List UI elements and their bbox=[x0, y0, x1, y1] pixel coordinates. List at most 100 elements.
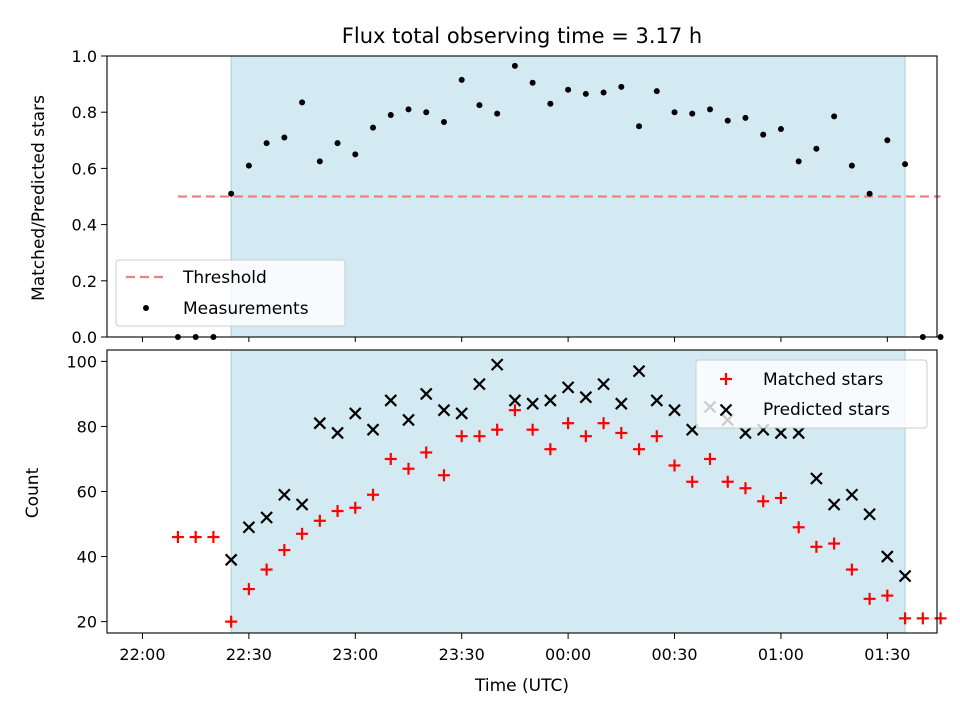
measurement-point bbox=[476, 102, 483, 109]
measurement-point bbox=[831, 113, 838, 120]
matched-star-point bbox=[313, 514, 326, 527]
matched-star-point bbox=[260, 563, 273, 576]
measurement-point bbox=[795, 158, 802, 165]
y-axis-label-count: Count bbox=[23, 467, 43, 518]
measurement-point bbox=[618, 83, 625, 90]
ratio-frame bbox=[106, 55, 938, 338]
x-tick-label: 23:00 bbox=[332, 645, 378, 664]
predicted-star-point bbox=[668, 403, 681, 417]
predicted-star-point bbox=[473, 377, 486, 391]
count-y-tick-label: 40 bbox=[77, 548, 97, 567]
x-tick-label: 01:00 bbox=[758, 645, 804, 664]
predicted-star-point bbox=[739, 426, 752, 440]
y-axis-label-ratio: Matched/Predicted stars bbox=[29, 95, 49, 301]
chart-title: Flux total observing time = 3.17 h bbox=[342, 24, 702, 48]
measurement-point bbox=[494, 110, 501, 117]
predicted-star-point bbox=[898, 569, 912, 583]
count-y-tick-label: 20 bbox=[77, 613, 97, 632]
measurement-point bbox=[724, 117, 731, 124]
measurement-point bbox=[316, 158, 323, 165]
matched-star-point bbox=[579, 430, 592, 443]
measurement-point bbox=[937, 334, 944, 340]
measurement-point bbox=[813, 145, 820, 152]
predicted-legend-label: Predicted stars bbox=[763, 400, 890, 420]
predicted-star-point bbox=[419, 387, 433, 401]
predicted-star-point bbox=[881, 550, 894, 563]
x-tick-label: 00:30 bbox=[651, 645, 697, 664]
measurement-point bbox=[370, 124, 377, 131]
predicted-star-point bbox=[490, 358, 504, 371]
count-legend-frame bbox=[695, 359, 928, 429]
matched-star-point bbox=[774, 492, 787, 505]
measurement-point bbox=[565, 86, 572, 93]
matched-star-point bbox=[899, 612, 912, 625]
matched-star-point bbox=[420, 446, 433, 459]
matched-legend-swatch bbox=[720, 373, 732, 385]
measurement-point bbox=[245, 162, 252, 169]
ratio-y-tick-label: 1.0 bbox=[72, 47, 97, 66]
measurement-point bbox=[689, 110, 696, 117]
predicted-star-point bbox=[349, 407, 362, 420]
predicted-star-point bbox=[402, 413, 415, 427]
matched-star-point bbox=[278, 544, 291, 557]
measurement-point bbox=[334, 140, 341, 147]
measurement-point bbox=[299, 99, 306, 106]
measurement-point bbox=[387, 112, 394, 119]
measurement-point bbox=[440, 119, 447, 126]
matched-star-point bbox=[739, 482, 752, 495]
predicted-star-point bbox=[810, 472, 823, 485]
measurement-point bbox=[352, 151, 359, 158]
ratio-legend: Threshold Measurements bbox=[115, 259, 346, 327]
measurement-point bbox=[848, 162, 855, 169]
matched-star-point bbox=[597, 417, 610, 430]
x-tick-label: 01:30 bbox=[864, 645, 910, 664]
matched-star-point bbox=[810, 540, 823, 553]
predicted-star-point bbox=[278, 488, 291, 502]
measurement-point bbox=[529, 79, 536, 86]
measurement-point bbox=[600, 89, 607, 96]
x-tick-label: 00:00 bbox=[545, 645, 591, 664]
measurements-legend-label: Measurements bbox=[183, 299, 309, 319]
matched-star-point bbox=[757, 495, 770, 508]
matched-star-point bbox=[349, 501, 362, 514]
measurement-point bbox=[902, 161, 909, 168]
predicted-star-point bbox=[561, 381, 575, 394]
predicted-star-point bbox=[632, 364, 646, 378]
matched-star-point bbox=[491, 423, 504, 436]
measurement-point bbox=[636, 123, 643, 130]
matched-star-point bbox=[526, 423, 539, 436]
matched-star-point bbox=[934, 612, 947, 625]
measurement-point bbox=[760, 131, 767, 138]
matched-star-point bbox=[828, 537, 841, 550]
predicted-star-point bbox=[295, 498, 309, 511]
measurement-point bbox=[458, 76, 465, 83]
predicted-star-point bbox=[331, 426, 344, 440]
predicted-star-point bbox=[508, 394, 522, 407]
ratio-y-tick-label: 0.0 bbox=[72, 328, 97, 347]
measurement-point bbox=[405, 106, 412, 113]
count-y-tick-label: 60 bbox=[77, 483, 97, 502]
predicted-star-point bbox=[437, 403, 451, 417]
matched-star-point bbox=[721, 475, 734, 488]
matched-star-point bbox=[384, 452, 397, 465]
predicted-star-point bbox=[455, 407, 468, 420]
predicted-star-point bbox=[792, 426, 805, 440]
predicted-star-point bbox=[597, 377, 610, 391]
matched-star-point bbox=[171, 531, 184, 544]
measurements-legend-swatch bbox=[143, 305, 149, 311]
predicted-star-point bbox=[384, 394, 398, 407]
measurement-point bbox=[423, 109, 430, 116]
measurement-point bbox=[866, 190, 873, 197]
matched-star-point bbox=[402, 462, 415, 475]
matched-star-point bbox=[845, 563, 858, 576]
measurement-point bbox=[671, 109, 678, 116]
matched-star-point bbox=[508, 404, 521, 417]
measurement-point bbox=[582, 90, 589, 97]
measurement-point bbox=[263, 140, 270, 147]
count-y-tick-label: 80 bbox=[77, 417, 97, 436]
ratio-legend-frame bbox=[115, 259, 346, 327]
ratio-panel: 0.0 0.2 0.4 0.6 0.8 1.0 Threshold Measurements bbox=[72, 47, 944, 347]
matched-star-point bbox=[668, 459, 681, 472]
measurement-point bbox=[884, 137, 891, 144]
